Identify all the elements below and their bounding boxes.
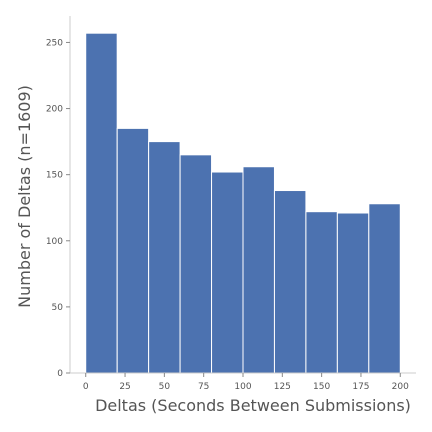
x-tick-label: 25 <box>119 382 130 392</box>
histogram-bar-2 <box>116 127 150 374</box>
histogram-bar-1 <box>85 32 118 374</box>
y-tick-label: 250 <box>46 38 63 48</box>
x-tick-label: 175 <box>352 382 369 392</box>
histogram-bar-3 <box>148 141 181 374</box>
x-tick-label: 200 <box>392 382 409 392</box>
histogram-bar-7 <box>273 190 307 374</box>
y-tick-label: 200 <box>46 105 63 115</box>
x-tick-label: 75 <box>198 382 209 392</box>
x-tick-label: 100 <box>234 382 251 392</box>
y-axis-title: Number of Deltas (n=1609) <box>15 85 34 308</box>
histogram-bar-9 <box>336 212 370 374</box>
y-tick-label: 0 <box>57 369 63 379</box>
y-tick-label: 50 <box>52 303 64 313</box>
x-tick-label: 0 <box>83 382 89 392</box>
histogram-bar-4 <box>179 154 213 374</box>
histogram-bar-6 <box>242 166 275 374</box>
y-tick-label: 100 <box>46 237 63 247</box>
x-tick-label: 150 <box>313 382 330 392</box>
y-ticks-group: 0 50 100 150 200 250 <box>46 38 70 379</box>
histogram-bar-5 <box>211 171 244 374</box>
x-tick-label: 125 <box>274 382 291 392</box>
x-tick-label: 50 <box>159 382 171 392</box>
y-tick-label: 150 <box>46 171 63 181</box>
histogram-bar-10 <box>368 203 401 374</box>
histogram-bar-8 <box>305 211 338 374</box>
x-ticks-group: 0 25 50 75 100 125 150 175 200 <box>83 373 409 392</box>
bars-group <box>85 32 401 374</box>
x-axis-title: Deltas (Seconds Between Submissions) <box>95 396 411 415</box>
